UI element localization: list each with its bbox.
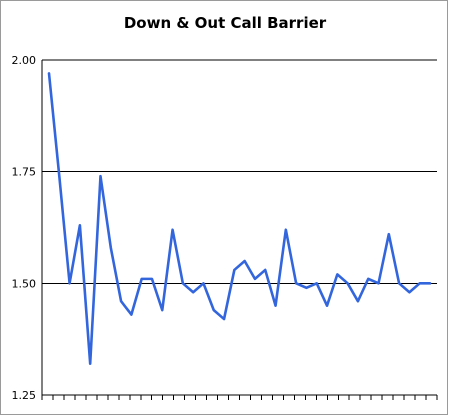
y-axis-tick-labels: 1.25 1.50 1.75 2.00 [12, 54, 37, 402]
chart-title: Down & Out Call Barrier [124, 14, 327, 32]
series-layer [47, 72, 432, 366]
x-axis-ticks [41, 395, 438, 400]
y-tick-label: 1.75 [12, 166, 37, 179]
y-tick-label: 1.25 [12, 389, 37, 402]
y-tick-label: 2.00 [12, 54, 37, 67]
gridlines [42, 59, 437, 396]
series-line [47, 72, 432, 366]
y-tick-label: 1.50 [12, 277, 37, 290]
